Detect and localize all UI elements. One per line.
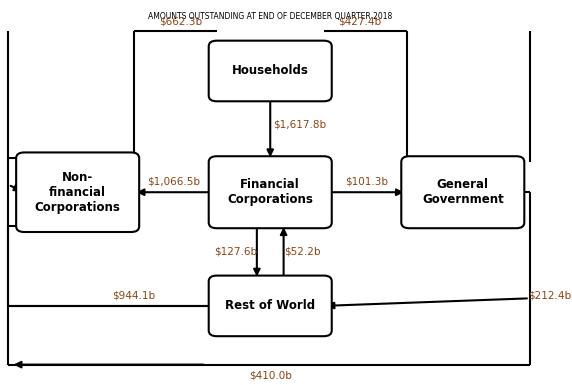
Text: $101.3b: $101.3b [345,177,388,187]
Text: $410.0b: $410.0b [249,371,292,381]
Text: Financial
Corporations: Financial Corporations [227,178,313,206]
FancyBboxPatch shape [209,156,332,228]
Text: $944.1b: $944.1b [112,290,156,300]
Text: $127.6b: $127.6b [214,247,257,257]
Text: $1,617.8b: $1,617.8b [273,120,326,130]
FancyBboxPatch shape [16,152,139,232]
FancyBboxPatch shape [209,41,332,101]
Text: AMOUNTS OUTSTANDING AT END OF DECEMBER QUARTER 2018: AMOUNTS OUTSTANDING AT END OF DECEMBER Q… [148,12,392,21]
Text: Non-
financial
Corporations: Non- financial Corporations [35,171,121,214]
Text: $212.4b: $212.4b [528,290,571,300]
Text: $427.4b: $427.4b [338,17,382,27]
Text: Households: Households [232,64,309,77]
Text: Rest of World: Rest of World [225,300,315,312]
Text: General
Government: General Government [422,178,504,206]
Text: $1,066.5b: $1,066.5b [148,177,200,187]
FancyBboxPatch shape [402,156,525,228]
Text: $52.2b: $52.2b [284,247,320,257]
FancyBboxPatch shape [209,276,332,336]
Text: $662.3b: $662.3b [159,17,202,27]
